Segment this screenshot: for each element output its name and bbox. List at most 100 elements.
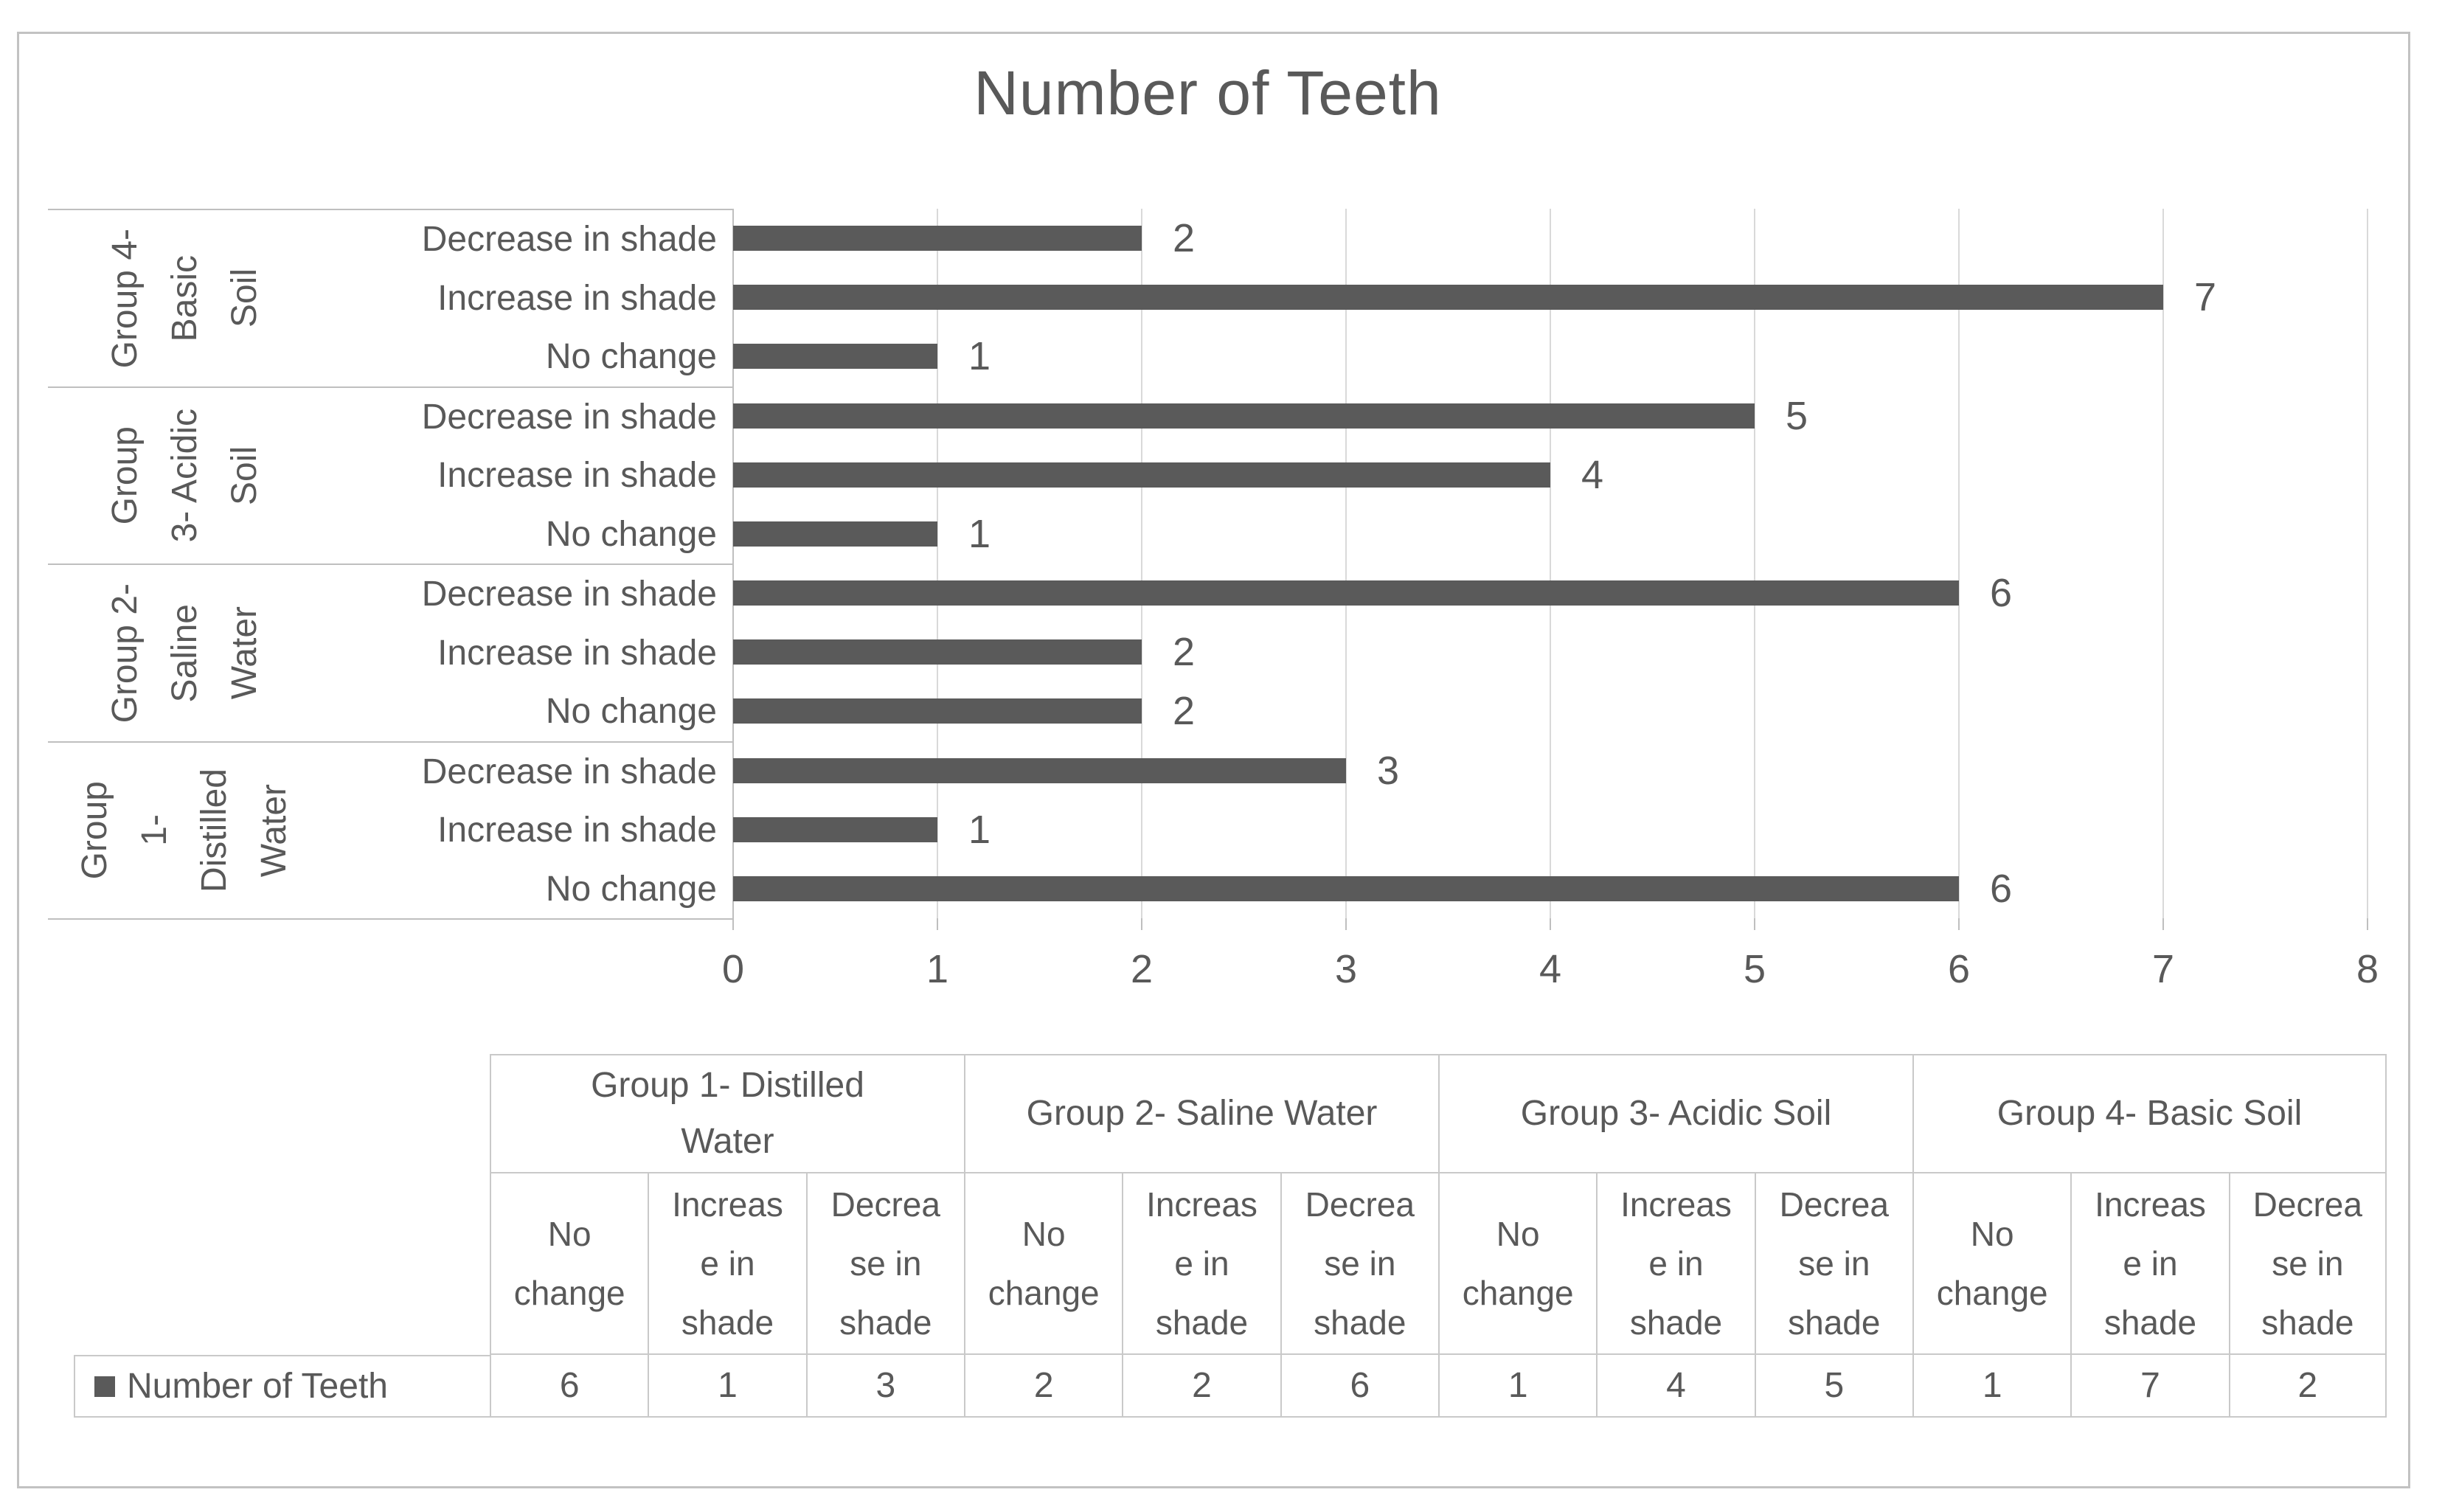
cell-text: Increas e in shade xyxy=(1123,1175,1280,1352)
gridline xyxy=(937,209,938,918)
cell-text-line: e in xyxy=(1648,1244,1704,1283)
category-group-row: Group 3- Acidic Soil Decrease in shade Incre… xyxy=(48,388,733,565)
axis-tick-mark xyxy=(732,918,734,930)
value-cell: 2 xyxy=(2228,1355,2387,1418)
cell-text: Increas e in shade xyxy=(2072,1175,2228,1352)
x-tick-label: 0 xyxy=(721,947,745,991)
bar-value-label: 3 xyxy=(1377,748,1400,793)
cell-text: Group 4- Basic Soil xyxy=(1914,1086,2385,1142)
series-swatch-icon xyxy=(94,1376,115,1397)
category-label: Increase in shade xyxy=(437,633,717,673)
group-label-line: Group 2- xyxy=(105,583,145,723)
axis-tick-mark xyxy=(1754,918,1755,930)
cell-text-line: change xyxy=(1936,1274,2048,1312)
gridline xyxy=(1550,209,1551,918)
cell-text-line: Decrea xyxy=(830,1185,940,1224)
group-header-cell: Group 1- Distilled Water xyxy=(490,1054,964,1173)
cell-text-line: change xyxy=(1462,1274,1574,1312)
cell-text: Group 1- Distilled Water xyxy=(491,1058,964,1170)
x-tick-label: 7 xyxy=(2151,947,2175,991)
x-tick-label: 1 xyxy=(926,947,949,991)
gridline xyxy=(1754,209,1755,918)
cell-text-line: e in xyxy=(1174,1244,1229,1283)
value-cell: 2 xyxy=(1122,1355,1280,1418)
value-cell: 4 xyxy=(1596,1355,1755,1418)
bar-value-label: 6 xyxy=(1990,866,2013,911)
bar xyxy=(733,462,1550,488)
cell-text: No change xyxy=(1440,1204,1596,1322)
bar-value-label: 2 xyxy=(1173,216,1196,261)
category-labels: Decrease in shade Increase in shade No cha… xyxy=(321,388,733,564)
axis-tick-mark xyxy=(937,918,938,930)
value-cell: 1 xyxy=(648,1355,806,1418)
cell-text-line: e in xyxy=(700,1244,755,1283)
x-tick-label: 2 xyxy=(1130,947,1154,991)
value-cell: 6 xyxy=(1280,1355,1438,1418)
category-label: Increase in shade xyxy=(437,811,717,850)
category-label: No change xyxy=(545,692,717,732)
cell-text-line: se in xyxy=(850,1244,922,1283)
bar-value-label: 7 xyxy=(2194,275,2217,320)
cell-text: Decrea se in shade xyxy=(2230,1175,2385,1352)
sub-header-cell: No change xyxy=(1438,1173,1597,1355)
cell-text: Decrea se in shade xyxy=(1756,1175,1912,1352)
bar xyxy=(733,816,937,842)
group-header-cell: Group 2- Saline Water xyxy=(964,1054,1438,1173)
sub-header-cell: Decrea se in shade xyxy=(1280,1173,1438,1355)
category-label: Increase in shade xyxy=(437,456,717,496)
legend-key: Number of Teeth xyxy=(74,1355,490,1418)
cell-text-line: shade xyxy=(681,1303,774,1342)
bar-value-label: 4 xyxy=(1581,452,1604,497)
x-tick-label: 4 xyxy=(1539,947,1562,991)
cell-text-line: Decrea xyxy=(1305,1185,1415,1224)
category-labels: Decrease in shade Increase in shade No cha… xyxy=(321,565,733,741)
group-label-line: Group xyxy=(105,426,145,525)
sub-header-cell: Increas e in shade xyxy=(2070,1173,2229,1355)
value-cell: 2 xyxy=(964,1355,1123,1418)
gridline xyxy=(2367,209,2368,918)
x-tick-label: 8 xyxy=(2356,947,2379,991)
cell-text-line: Group 1- Distilled xyxy=(591,1066,864,1105)
cell-text-line: se in xyxy=(2272,1244,2344,1283)
bar xyxy=(733,521,937,547)
sub-header-cell: No change xyxy=(490,1173,648,1355)
cell-text-line: shade xyxy=(1788,1303,1881,1342)
cell-text: Group 2- Saline Water xyxy=(965,1086,1438,1142)
group-header-cell: Group 3- Acidic Soil xyxy=(1438,1054,1912,1173)
sub-header-cell: Increas e in shade xyxy=(1122,1173,1280,1355)
cell-text: Increas e in shade xyxy=(649,1175,805,1352)
value-cell: 5 xyxy=(1754,1355,1912,1418)
cell-text-line: se in xyxy=(1324,1244,1396,1283)
group-label-line: Distilled xyxy=(195,768,234,892)
value-cell: 1 xyxy=(1912,1355,2071,1418)
category-label: Increase in shade xyxy=(437,278,717,318)
sub-header-cell: Decrea se in shade xyxy=(1754,1173,1912,1355)
cell-text-line: se in xyxy=(1798,1244,1870,1283)
bar xyxy=(733,403,1755,429)
sub-header-cell: Decrea se in shade xyxy=(2228,1173,2387,1355)
cell-text-line: No xyxy=(1496,1215,1540,1253)
group-label: Group 2- Saline Water xyxy=(48,565,321,741)
cell-text-line: shade xyxy=(1629,1303,1723,1342)
bar xyxy=(733,344,937,370)
group-label-line: Soil xyxy=(224,268,264,328)
cell-text: Group 3- Acidic Soil xyxy=(1440,1086,1912,1142)
axis-tick-mark xyxy=(1550,918,1551,930)
axis-tick-mark xyxy=(2367,918,2368,930)
category-group-row: Group 1- Distilled Water Decrease in shade In… xyxy=(48,743,733,920)
legend-label: Number of Teeth xyxy=(127,1367,388,1406)
cell-text-line: Group 2- Saline Water xyxy=(1026,1094,1378,1133)
gridline xyxy=(2162,209,2164,918)
gridline xyxy=(1345,209,1347,918)
group-label-line: 3- Acidic xyxy=(164,409,204,543)
value-cell: 1 xyxy=(1438,1355,1597,1418)
value-cell: 7 xyxy=(2070,1355,2229,1418)
cell-text: Increas e in shade xyxy=(1598,1175,1754,1352)
category-label: Decrease in shade xyxy=(421,575,717,614)
bar xyxy=(733,226,1142,252)
group-label-line: 1- xyxy=(135,814,174,847)
axis-tick-mark xyxy=(1958,918,1960,930)
bar xyxy=(733,757,1346,783)
gridline xyxy=(1958,209,1960,918)
